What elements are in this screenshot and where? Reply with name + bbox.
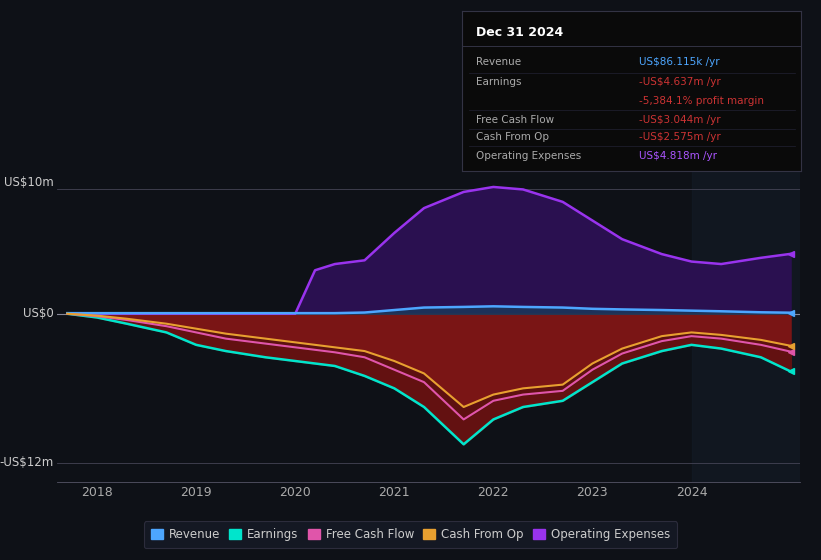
Text: US$0: US$0 [23,307,53,320]
Text: US$4.818m /yr: US$4.818m /yr [639,151,717,161]
Text: -US$12m: -US$12m [0,456,53,469]
Text: -US$3.044m /yr: -US$3.044m /yr [639,115,720,125]
Text: -5,384.1% profit margin: -5,384.1% profit margin [639,96,764,106]
Text: US$86.115k /yr: US$86.115k /yr [639,57,719,67]
Text: -US$4.637m /yr: -US$4.637m /yr [639,77,720,87]
Text: Dec 31 2024: Dec 31 2024 [476,26,563,39]
Text: Revenue: Revenue [476,57,521,67]
Text: -US$2.575m /yr: -US$2.575m /yr [639,132,720,142]
Text: Earnings: Earnings [476,77,521,87]
Text: US$10m: US$10m [4,176,53,189]
Text: Operating Expenses: Operating Expenses [476,151,581,161]
Text: Free Cash Flow: Free Cash Flow [476,115,554,125]
Text: Cash From Op: Cash From Op [476,132,548,142]
Bar [691,171,800,482]
Legend: Revenue, Earnings, Free Cash Flow, Cash From Op, Operating Expenses: Revenue, Earnings, Free Cash Flow, Cash … [144,521,677,548]
